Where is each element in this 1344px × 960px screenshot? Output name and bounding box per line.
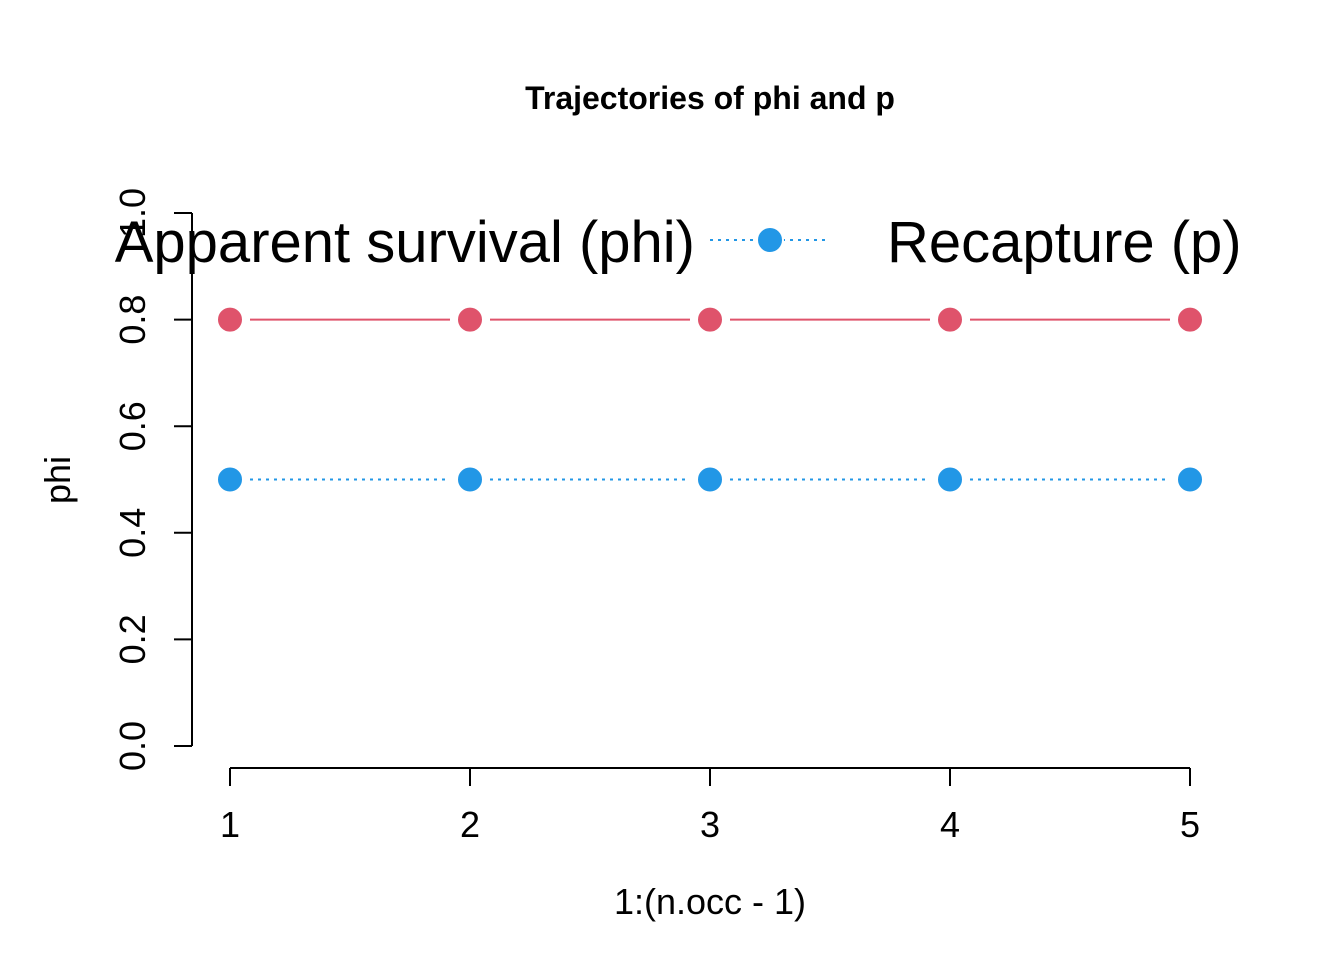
- y-tick-label: 1.0: [112, 188, 153, 238]
- y-axis: 0.0 0.2 0.4 0.6 0.8 1.0: [112, 188, 193, 771]
- x-tick-label: 4: [940, 804, 960, 845]
- chart-title: Trajectories of phi and p: [525, 80, 895, 116]
- series-1: [216, 465, 1204, 494]
- data-point: [696, 465, 724, 494]
- x-tick-label: 3: [700, 804, 720, 845]
- data-point: [216, 465, 244, 494]
- x-tick-label: 1: [220, 804, 240, 845]
- data-point: [936, 305, 964, 334]
- data-point: [456, 305, 484, 334]
- x-tick-label: 2: [460, 804, 480, 845]
- y-tick-label: 0.4: [112, 508, 153, 558]
- series-0: [216, 305, 1204, 334]
- y-axis-title: phi: [37, 456, 78, 504]
- data-point: [936, 465, 964, 494]
- legend-label-p: Recapture (p): [887, 210, 1242, 275]
- x-axis-title: 1:(n.occ - 1): [614, 881, 806, 922]
- y-tick-label: 0.8: [112, 295, 153, 345]
- x-tick-label: 5: [1180, 804, 1200, 845]
- series-layer: [216, 305, 1204, 494]
- y-tick-label: 0.6: [112, 401, 153, 451]
- x-axis: 1 2 3 4 5: [220, 767, 1200, 845]
- y-tick-label: 0.0: [112, 721, 153, 771]
- legend-marker-p: [756, 226, 784, 254]
- legend-label-phi: Apparent survival (phi): [115, 210, 695, 275]
- data-point: [216, 305, 244, 334]
- data-point: [1176, 465, 1204, 494]
- data-point: [1176, 305, 1204, 334]
- data-point: [456, 465, 484, 494]
- y-tick-label: 0.2: [112, 614, 153, 664]
- legend: Apparent survival (phi) Recapture (p): [115, 210, 1242, 275]
- data-point: [696, 305, 724, 334]
